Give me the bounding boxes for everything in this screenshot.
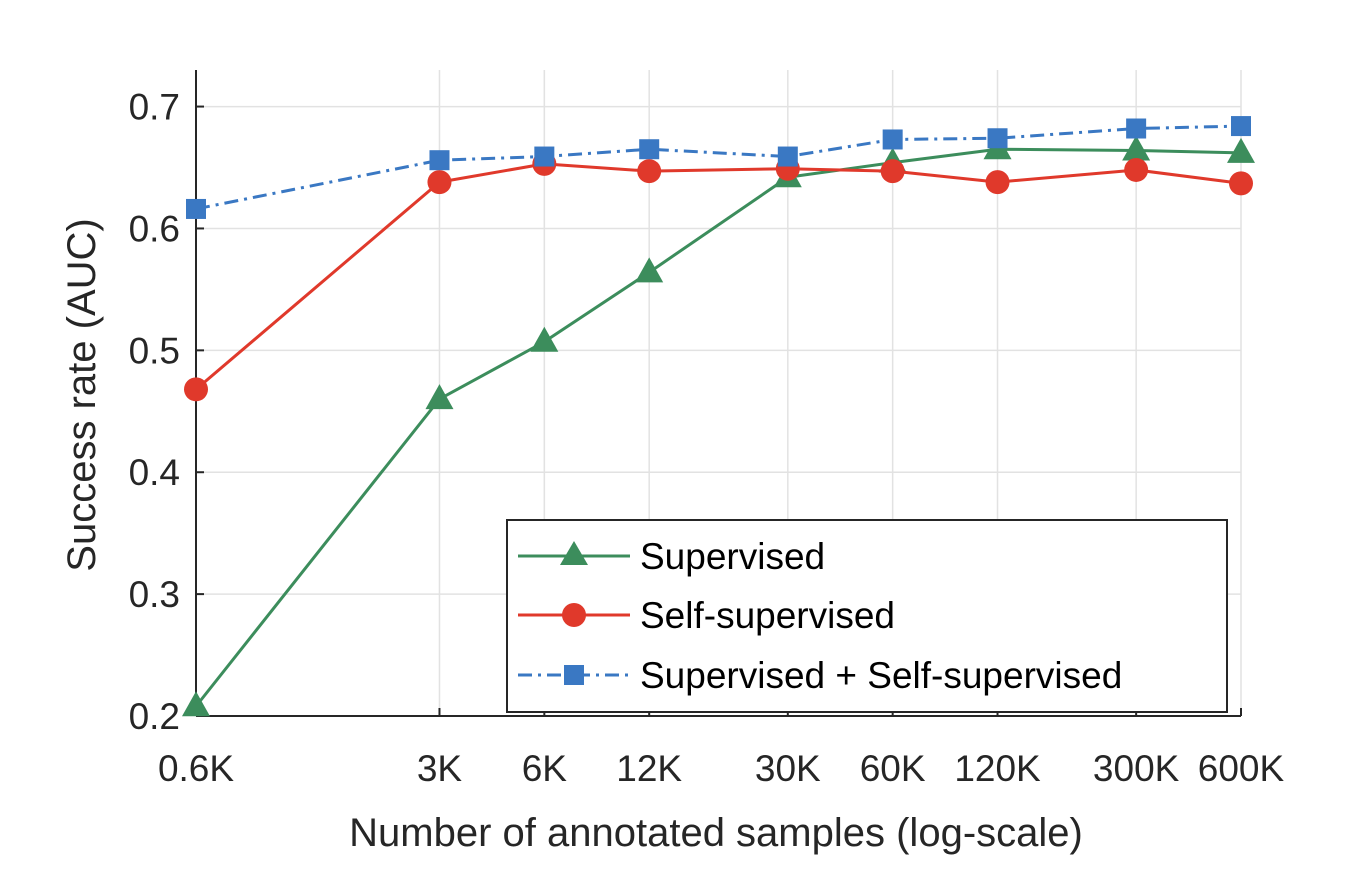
y-tick-label: 0.6 [129, 208, 180, 249]
data-point-triangle [182, 691, 210, 717]
x-axis-title: Number of annotated samples (log-scale) [349, 811, 1083, 855]
x-tick-label: 0.6K [158, 748, 234, 789]
data-point-square [186, 198, 206, 219]
legend-entry-self-supervised: Self-supervised [518, 595, 895, 636]
data-point-circle [1229, 171, 1253, 196]
x-tick-label: 3K [417, 748, 463, 789]
legend-entry-combined: Supervised + Self-supervised [518, 655, 1122, 696]
y-axis-title: Success rate (AUC) [60, 218, 104, 571]
x-axis-ticks: 0.6K 3K 6K 12K 30K 60K 120K 300K 600K [158, 708, 1285, 789]
legend-marker-combined [564, 665, 584, 685]
y-tick-label: 0.4 [129, 452, 180, 493]
series-circle [184, 151, 1253, 402]
data-point-triangle [1122, 135, 1151, 161]
data-point-square [1126, 118, 1147, 139]
data-point-square [987, 128, 1008, 149]
data-point-square [534, 146, 555, 167]
data-point-triangle [1227, 137, 1255, 163]
legend-label-self-supervised: Self-supervised [640, 595, 895, 636]
series-line [195, 162, 1242, 391]
data-point-square [777, 146, 798, 167]
data-point-square [1231, 116, 1251, 137]
x-tick-label: 120K [954, 748, 1041, 789]
legend-label-combined: Supervised + Self-supervised [640, 655, 1122, 696]
data-point-square [639, 139, 660, 160]
y-axis-ticks: 0.2 0.3 0.4 0.5 0.6 0.7 [129, 87, 204, 737]
data-point-triangle [530, 326, 559, 352]
x-tick-label: 6K [522, 748, 568, 789]
y-tick-label: 0.7 [129, 87, 180, 128]
x-tick-label: 600K [1198, 748, 1285, 789]
y-tick-label: 0.2 [129, 696, 180, 737]
series-square [186, 116, 1251, 219]
y-tick-label: 0.3 [129, 574, 180, 615]
data-point-circle [184, 377, 208, 402]
legend-marker-self-supervised [562, 603, 586, 627]
data-point-circle [637, 159, 662, 184]
x-tick-label: 30K [755, 748, 821, 789]
x-tick-label: 12K [616, 748, 682, 789]
y-tick-label: 0.5 [129, 330, 180, 371]
legend-marker-supervised [560, 541, 588, 565]
data-point-circle [427, 170, 452, 195]
legend-entry-supervised: Supervised [518, 536, 825, 577]
legend: Supervised Self-supervised Supervised + … [506, 519, 1228, 713]
data-point-circle [880, 159, 905, 184]
x-tick-label: 300K [1093, 748, 1180, 789]
x-tick-label: 60K [860, 748, 926, 789]
legend-label-supervised: Supervised [640, 536, 825, 577]
series-layer [182, 116, 1255, 717]
data-point-square [882, 129, 903, 150]
data-point-circle [985, 170, 1010, 195]
data-point-triangle [635, 257, 664, 283]
series-line [195, 124, 1242, 211]
data-point-triangle [425, 384, 454, 410]
data-point-circle [1124, 157, 1149, 182]
data-point-square [429, 150, 450, 171]
